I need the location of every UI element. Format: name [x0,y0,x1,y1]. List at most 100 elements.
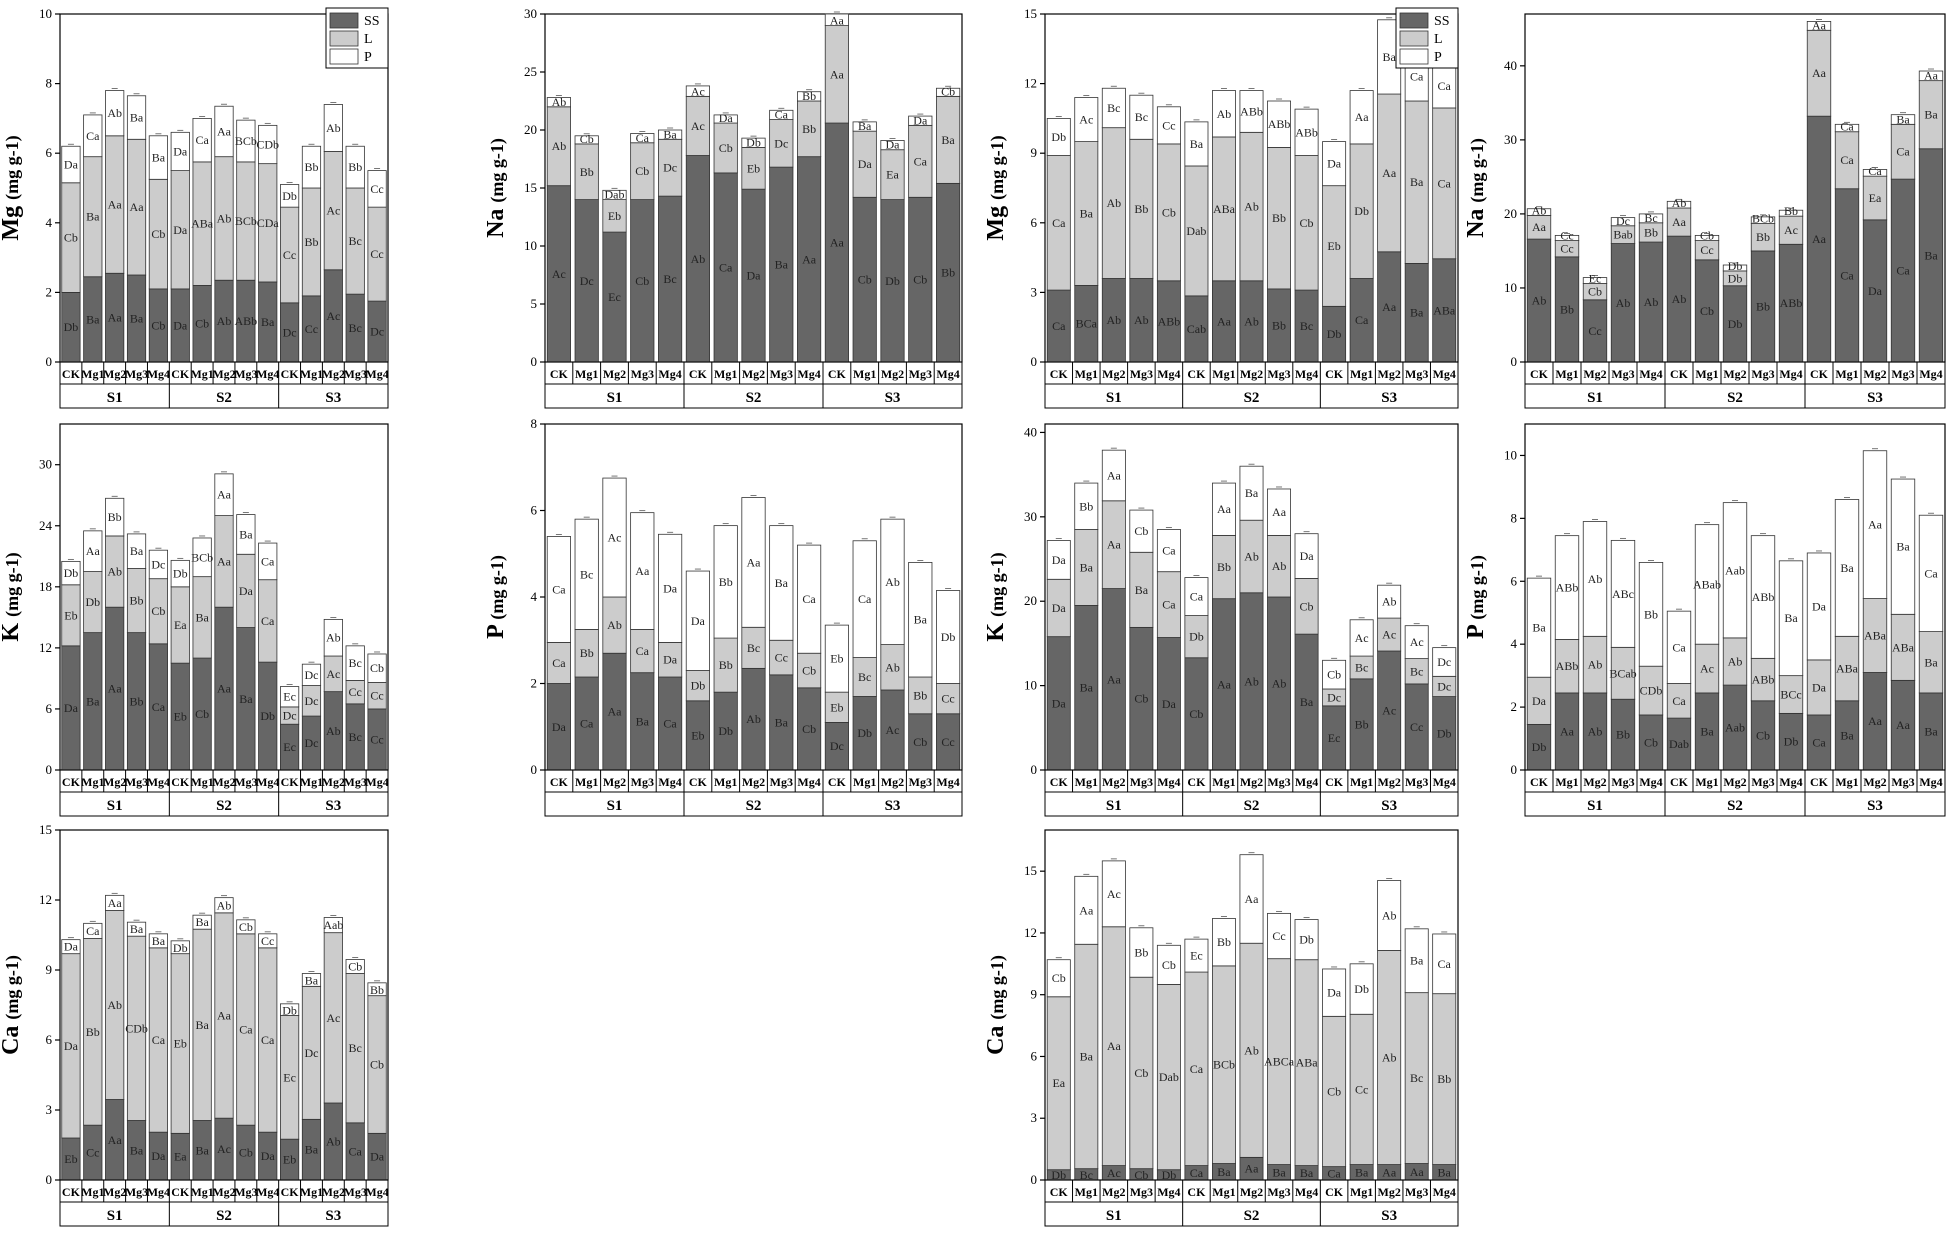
bar-segment-label: Bb [719,575,733,589]
category-label: Mg4 [1157,367,1180,381]
category-label: Mg2 [1723,367,1746,381]
category-label: Mg4 [1433,367,1456,381]
bar-segment-label: Aab [1725,563,1745,577]
y-tick-label: 6 [46,701,53,716]
bar-p [61,939,81,955]
group-label: S2 [1244,798,1260,814]
bar-segment-label: Ab [552,139,567,153]
y-tick-label: 30 [39,457,52,472]
bar-p [1074,875,1099,945]
category-label: Mg3 [125,367,148,381]
category-table [59,361,389,409]
bar-segment-label: Ac [1079,113,1093,127]
y-tick-label: 0 [1511,354,1518,369]
bar-segment-label: Aa [1868,518,1883,532]
bar-p [685,570,710,671]
bar-p [258,542,278,581]
bar-segment-label: Ba [1840,728,1854,742]
bar-segment-label: Ac [1382,704,1396,718]
y-tick-label: 8 [46,76,53,91]
bar-p [280,686,300,708]
bar-p [908,115,933,126]
chart-panel-f: 0 2 4 6 8 P (mg g-1) Da Ca Ca Ca Bb Bc Aa Ab Ac Ba Ca Aa C… [483,416,963,817]
bar-segment-label: Ba [1300,695,1314,709]
category-label: Mg1 [575,367,598,381]
bar-segment-label: Da [747,269,762,283]
bar-segment-label: Ac [691,84,705,98]
bar-segment-label: Bc [1644,211,1657,225]
bar-segment-label: Ba [1896,540,1910,554]
bar-segment-label: Ba [858,119,872,133]
bar-segment-label: Ca [636,131,650,145]
bar-p [1267,488,1291,536]
bar-p [769,109,794,120]
category-label: CK [1810,775,1829,789]
bar-segment-label: Cb [1644,735,1658,749]
bar-p [345,645,365,681]
bar-segment-label: Aa [1382,300,1397,314]
bar-p [1377,880,1402,951]
category-label: Mg3 [909,367,932,381]
bar-segment-label: Db [1189,630,1204,644]
group-label: S2 [1244,390,1260,406]
category-label: Mg2 [1863,367,1886,381]
bar-segment-label: Db [691,679,706,693]
bar-p [769,525,794,641]
bar-segment-label: Bc [663,272,676,286]
bar-segment-label: Cb [719,141,733,155]
y-tick-label: 10 [524,238,537,253]
bar-p [1322,968,1347,1017]
bar-segment-label: Db [1728,317,1743,331]
bar-p [1212,482,1236,536]
category-label: Mg2 [603,775,626,789]
bar-segment-label: Bb [941,266,955,280]
category-label: Mg4 [147,367,170,381]
y-axis-label: Na (mg g-1) [1463,138,1489,238]
bar-p [1750,216,1776,224]
bar-segment-label: Eb [691,728,704,742]
bar-segment-label: Cb [1327,668,1341,682]
category-label: CK [689,775,708,789]
bar-segment-label: Ab [1244,314,1259,328]
bar-segment-label: Ab [552,95,567,109]
bar-segment-label: Ba [1300,1166,1314,1180]
bar-segment-label: Aa [1217,314,1232,328]
bar-segment-label: Bb [130,694,144,708]
bar-segment-label: Ec [283,690,296,704]
bar-segment-label: Ba [1080,207,1094,221]
category-label: Mg2 [212,775,235,789]
bar-p [1834,123,1860,133]
legend-label: P [1434,50,1442,65]
bar-segment-label: Ac [608,531,622,545]
bar-segment-label: Cb [239,1146,253,1160]
bar-p [574,135,599,145]
bar-segment-label: Ba [775,715,789,729]
category-label: Mg1 [1695,775,1718,789]
bar-p [1778,209,1804,217]
bar-segment-label: Ca [914,154,928,168]
bar-segment-label: Cb [151,227,165,241]
bar-segment-label: Ba [914,613,928,627]
y-tick-label: 0 [46,354,53,369]
category-label: Mg4 [936,775,959,789]
bar-segment-label: Db [857,726,872,740]
chart-panel-j: 0 3 6 9 12 15 Ca (mg g-1) Db Ea Cb Bc Ba Aa Ac Aa Ac Cb C… [983,829,1459,1227]
bar-segment-label: Da [719,111,734,125]
group-label: S2 [216,390,232,406]
category-label: Mg3 [909,775,932,789]
bar-segment-label: Ba [130,312,144,326]
y-tick-label: 6 [46,1032,53,1047]
bar-segment-label: Ba [1245,486,1259,500]
bar-segment-label: Da [239,584,254,598]
category-label: CK [1187,775,1206,789]
bar-segment-label: Aa [802,252,817,266]
category-label: Mg3 [234,1185,257,1199]
legend: SS LP [1395,7,1459,69]
bar-segment-label: Aa [217,682,232,696]
legend-label: L [1434,32,1443,47]
bar-p [126,533,147,569]
category-label: Mg3 [1405,775,1428,789]
category-label: CK [1050,1185,1069,1199]
category-label: CK [1670,775,1689,789]
